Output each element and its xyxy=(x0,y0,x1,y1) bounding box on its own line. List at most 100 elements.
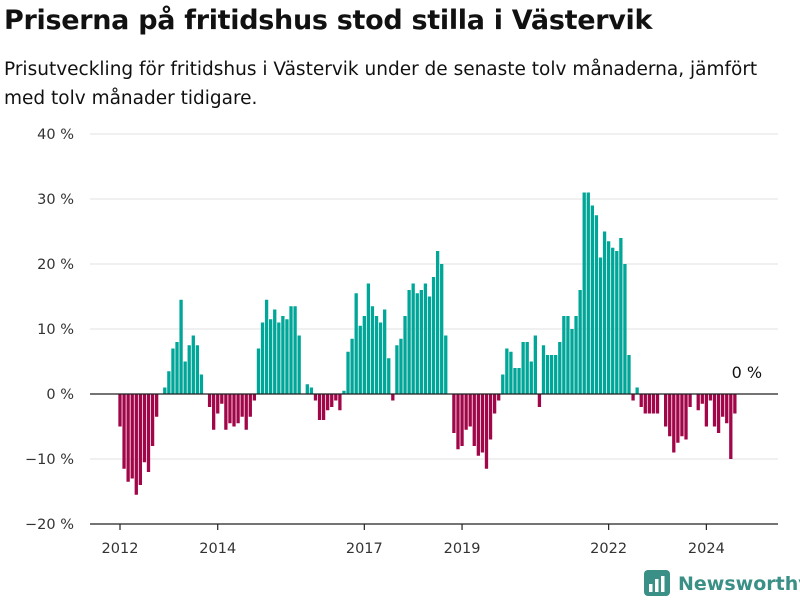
bar xyxy=(582,192,586,394)
bar xyxy=(346,351,350,394)
bar xyxy=(664,394,668,427)
x-axis-labels: 2012 2014 2017 2019 2022 2024 xyxy=(102,524,725,557)
bar xyxy=(236,394,240,424)
y-tick-label: 30 % xyxy=(37,192,74,208)
y-tick-label: 20 % xyxy=(37,257,74,273)
bar xyxy=(672,394,676,453)
bar xyxy=(256,348,261,394)
bar xyxy=(435,251,440,394)
bar xyxy=(676,394,680,443)
bar xyxy=(521,342,525,394)
bar xyxy=(639,394,643,407)
bar xyxy=(264,299,269,394)
bar xyxy=(378,322,383,394)
bar xyxy=(155,394,159,417)
y-tick-label: 10 % xyxy=(37,322,74,338)
bar xyxy=(305,384,309,394)
bar xyxy=(574,316,578,394)
bar xyxy=(354,293,358,394)
bar xyxy=(733,394,737,414)
bar xyxy=(627,355,631,394)
bar xyxy=(684,394,688,440)
bar xyxy=(419,290,423,394)
bar xyxy=(167,371,171,394)
bar xyxy=(643,394,647,414)
bar xyxy=(501,374,505,394)
bar xyxy=(150,394,155,446)
bar xyxy=(175,342,179,394)
bar xyxy=(712,394,717,427)
axes xyxy=(90,393,778,525)
x-tick-label: 2024 xyxy=(688,541,725,557)
bar xyxy=(297,335,301,394)
y-tick-label: −10 % xyxy=(25,452,74,468)
bar xyxy=(224,394,228,430)
bar xyxy=(403,316,407,394)
bar xyxy=(668,394,672,437)
bar xyxy=(606,241,611,394)
bar xyxy=(199,374,204,394)
bars xyxy=(118,192,737,495)
bar xyxy=(513,368,517,394)
bar xyxy=(594,215,599,394)
bar xyxy=(440,264,444,394)
bar xyxy=(619,238,623,394)
bar xyxy=(293,306,297,394)
bar xyxy=(122,394,126,469)
bar xyxy=(277,322,281,394)
bar xyxy=(370,306,375,394)
bar xyxy=(130,394,134,479)
bar xyxy=(411,283,415,394)
bar xyxy=(431,277,436,394)
bar xyxy=(729,394,733,459)
bar xyxy=(338,394,342,411)
bar xyxy=(444,335,448,394)
bar xyxy=(142,394,147,463)
bar xyxy=(212,394,216,430)
bar xyxy=(533,335,537,394)
bar xyxy=(566,316,570,394)
bar xyxy=(244,394,248,430)
bar xyxy=(252,394,257,401)
bar xyxy=(407,290,411,394)
bar xyxy=(321,394,326,420)
bar xyxy=(497,394,501,401)
bar xyxy=(704,394,709,427)
bar xyxy=(309,387,314,394)
bar xyxy=(232,394,236,427)
bar xyxy=(468,394,472,427)
bar xyxy=(228,394,232,424)
bar xyxy=(549,355,554,394)
bar xyxy=(391,394,395,401)
bar xyxy=(647,394,652,414)
bar xyxy=(541,345,546,394)
bar xyxy=(586,192,590,394)
bar xyxy=(146,394,151,472)
bar xyxy=(362,316,366,394)
bar xyxy=(399,338,403,394)
bar xyxy=(248,394,252,417)
bar xyxy=(476,394,480,456)
bar xyxy=(635,387,639,394)
y-axis-labels: 40 % 30 % 20 % 10 % 0 % −10 % −20 % xyxy=(25,127,74,533)
bar xyxy=(334,394,338,401)
bar xyxy=(281,316,285,394)
bar xyxy=(598,257,603,394)
x-tick-label: 2012 xyxy=(102,541,139,557)
bar xyxy=(423,283,428,394)
bar xyxy=(480,394,485,453)
bar xyxy=(708,394,713,401)
bar xyxy=(655,394,660,414)
bar xyxy=(623,264,627,394)
y-tick-label: 0 % xyxy=(46,387,74,403)
bar xyxy=(452,394,456,433)
bar xyxy=(220,394,224,404)
bar xyxy=(631,394,635,401)
bar xyxy=(326,394,330,411)
bar xyxy=(505,348,509,394)
bar xyxy=(680,394,684,437)
bar xyxy=(240,394,244,417)
bar xyxy=(545,355,550,394)
chart-subtitle: Prisutveckling för fritidshus i Västervi… xyxy=(4,59,758,109)
y-tick-label: 40 % xyxy=(37,127,74,143)
